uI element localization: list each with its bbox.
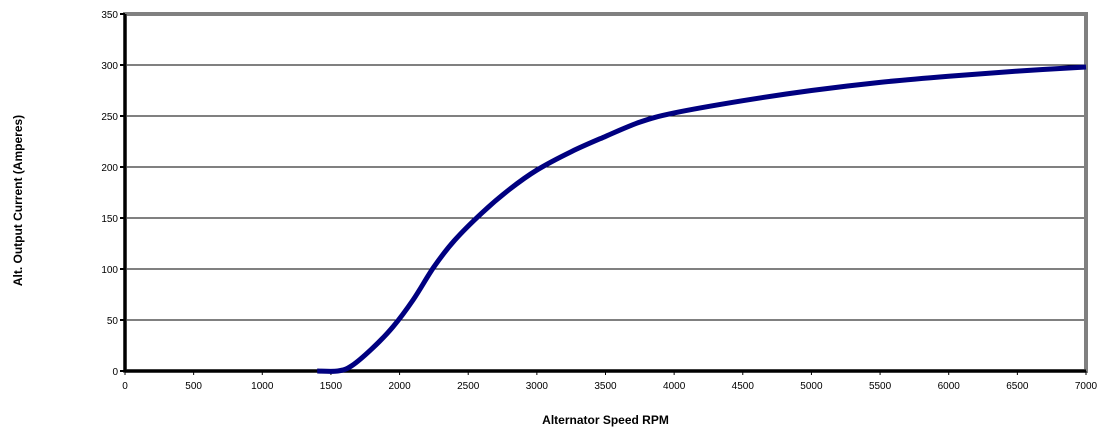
x-axis-title: Alternator Speed RPM: [542, 413, 669, 427]
y-tick-label: 150: [101, 214, 118, 225]
y-tick-label: 200: [101, 163, 118, 174]
x-tick-label: 1500: [320, 381, 343, 392]
x-tick-label: 4000: [663, 381, 686, 392]
y-axis-ticks: 0 50 100 150 200 250 300 350: [101, 10, 125, 378]
x-tick-label: 6500: [1006, 381, 1029, 392]
plot-frame: [123, 12, 1088, 373]
x-tick-label: 3500: [594, 381, 617, 392]
y-tick-label: 250: [101, 112, 118, 123]
series-line: [317, 64, 1087, 374]
x-tick-label: 5500: [869, 381, 892, 392]
y-tick-label: 50: [107, 316, 119, 327]
grid-lines: [125, 64, 1086, 321]
x-tick-label: 3000: [526, 381, 549, 392]
x-tick-label: 2000: [388, 381, 411, 392]
y-tick-label: 0: [112, 367, 118, 378]
x-tick-label: 4500: [732, 381, 755, 392]
x-tick-label: 5000: [800, 381, 823, 392]
x-axis-ticks: 0 500 1000 1500 2000 2500 3000 3500 4000 4500 5000…: [122, 371, 1098, 392]
x-tick-label: 2500: [457, 381, 480, 392]
y-tick-label: 300: [101, 61, 118, 72]
y-tick-label: 100: [101, 265, 118, 276]
y-axis-title: Alt. Output Current (Amperes): [11, 115, 25, 286]
x-tick-label: 1000: [251, 381, 274, 392]
x-tick-label: 0: [122, 381, 128, 392]
x-tick-label: 6000: [938, 381, 961, 392]
series-layer: [317, 64, 1087, 374]
x-tick-label: 7000: [1075, 381, 1098, 392]
y-tick-label: 350: [101, 10, 118, 21]
x-tick-label: 500: [185, 381, 202, 392]
